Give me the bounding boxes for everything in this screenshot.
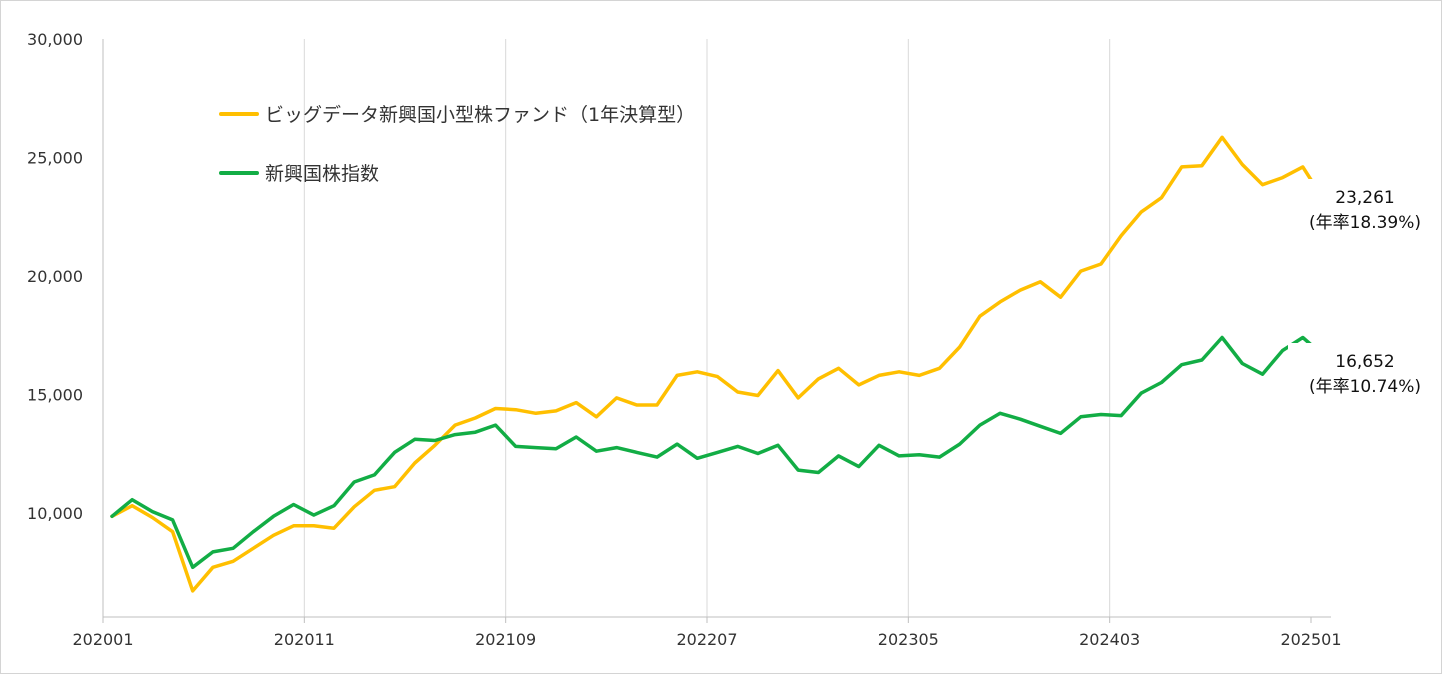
x-tick-label: 202001 (72, 630, 133, 649)
x-tick-label: 202207 (676, 630, 737, 649)
legend: ビッグデータ新興国小型株ファンド（1年決算型） 新興国株指数 (219, 104, 695, 185)
x-tick-label: 202109 (475, 630, 536, 649)
end-rate-label: (年率10.74%) (1309, 377, 1421, 397)
series-line-index (110, 335, 1325, 570)
end-labels: 23,261 (年率18.39%) 16,652 (年率10.74%) (1288, 179, 1440, 401)
end-value-label: 16,652 (1335, 352, 1394, 372)
y-tick-label: 10,000 (27, 504, 83, 523)
x-axis: 202001 202011 202109 202207 202305 202403 2025… (72, 616, 1342, 649)
x-tick-label: 202403 (1079, 630, 1140, 649)
series-line-fund (110, 135, 1325, 593)
grid-lines (303, 39, 1111, 617)
series-layer (110, 135, 1325, 593)
y-tick-label: 20,000 (27, 267, 83, 286)
end-label-background (1288, 179, 1440, 237)
end-label-background (1288, 343, 1440, 401)
y-tick-label: 25,000 (27, 148, 83, 167)
x-tick-label: 202501 (1280, 630, 1341, 649)
y-tick-label: 30,000 (27, 30, 83, 49)
x-tick-label: 202305 (878, 630, 939, 649)
x-tick-label: 202011 (274, 630, 335, 649)
y-axis: 30,000 25,000 20,000 15,000 10,000 (27, 30, 104, 617)
end-rate-label: (年率18.39%) (1309, 213, 1421, 233)
end-value-label: 23,261 (1335, 188, 1394, 208)
legend-label: ビッグデータ新興国小型株ファンド（1年決算型） (265, 104, 695, 126)
y-tick-label: 15,000 (27, 385, 83, 404)
legend-label: 新興国株指数 (265, 163, 379, 185)
